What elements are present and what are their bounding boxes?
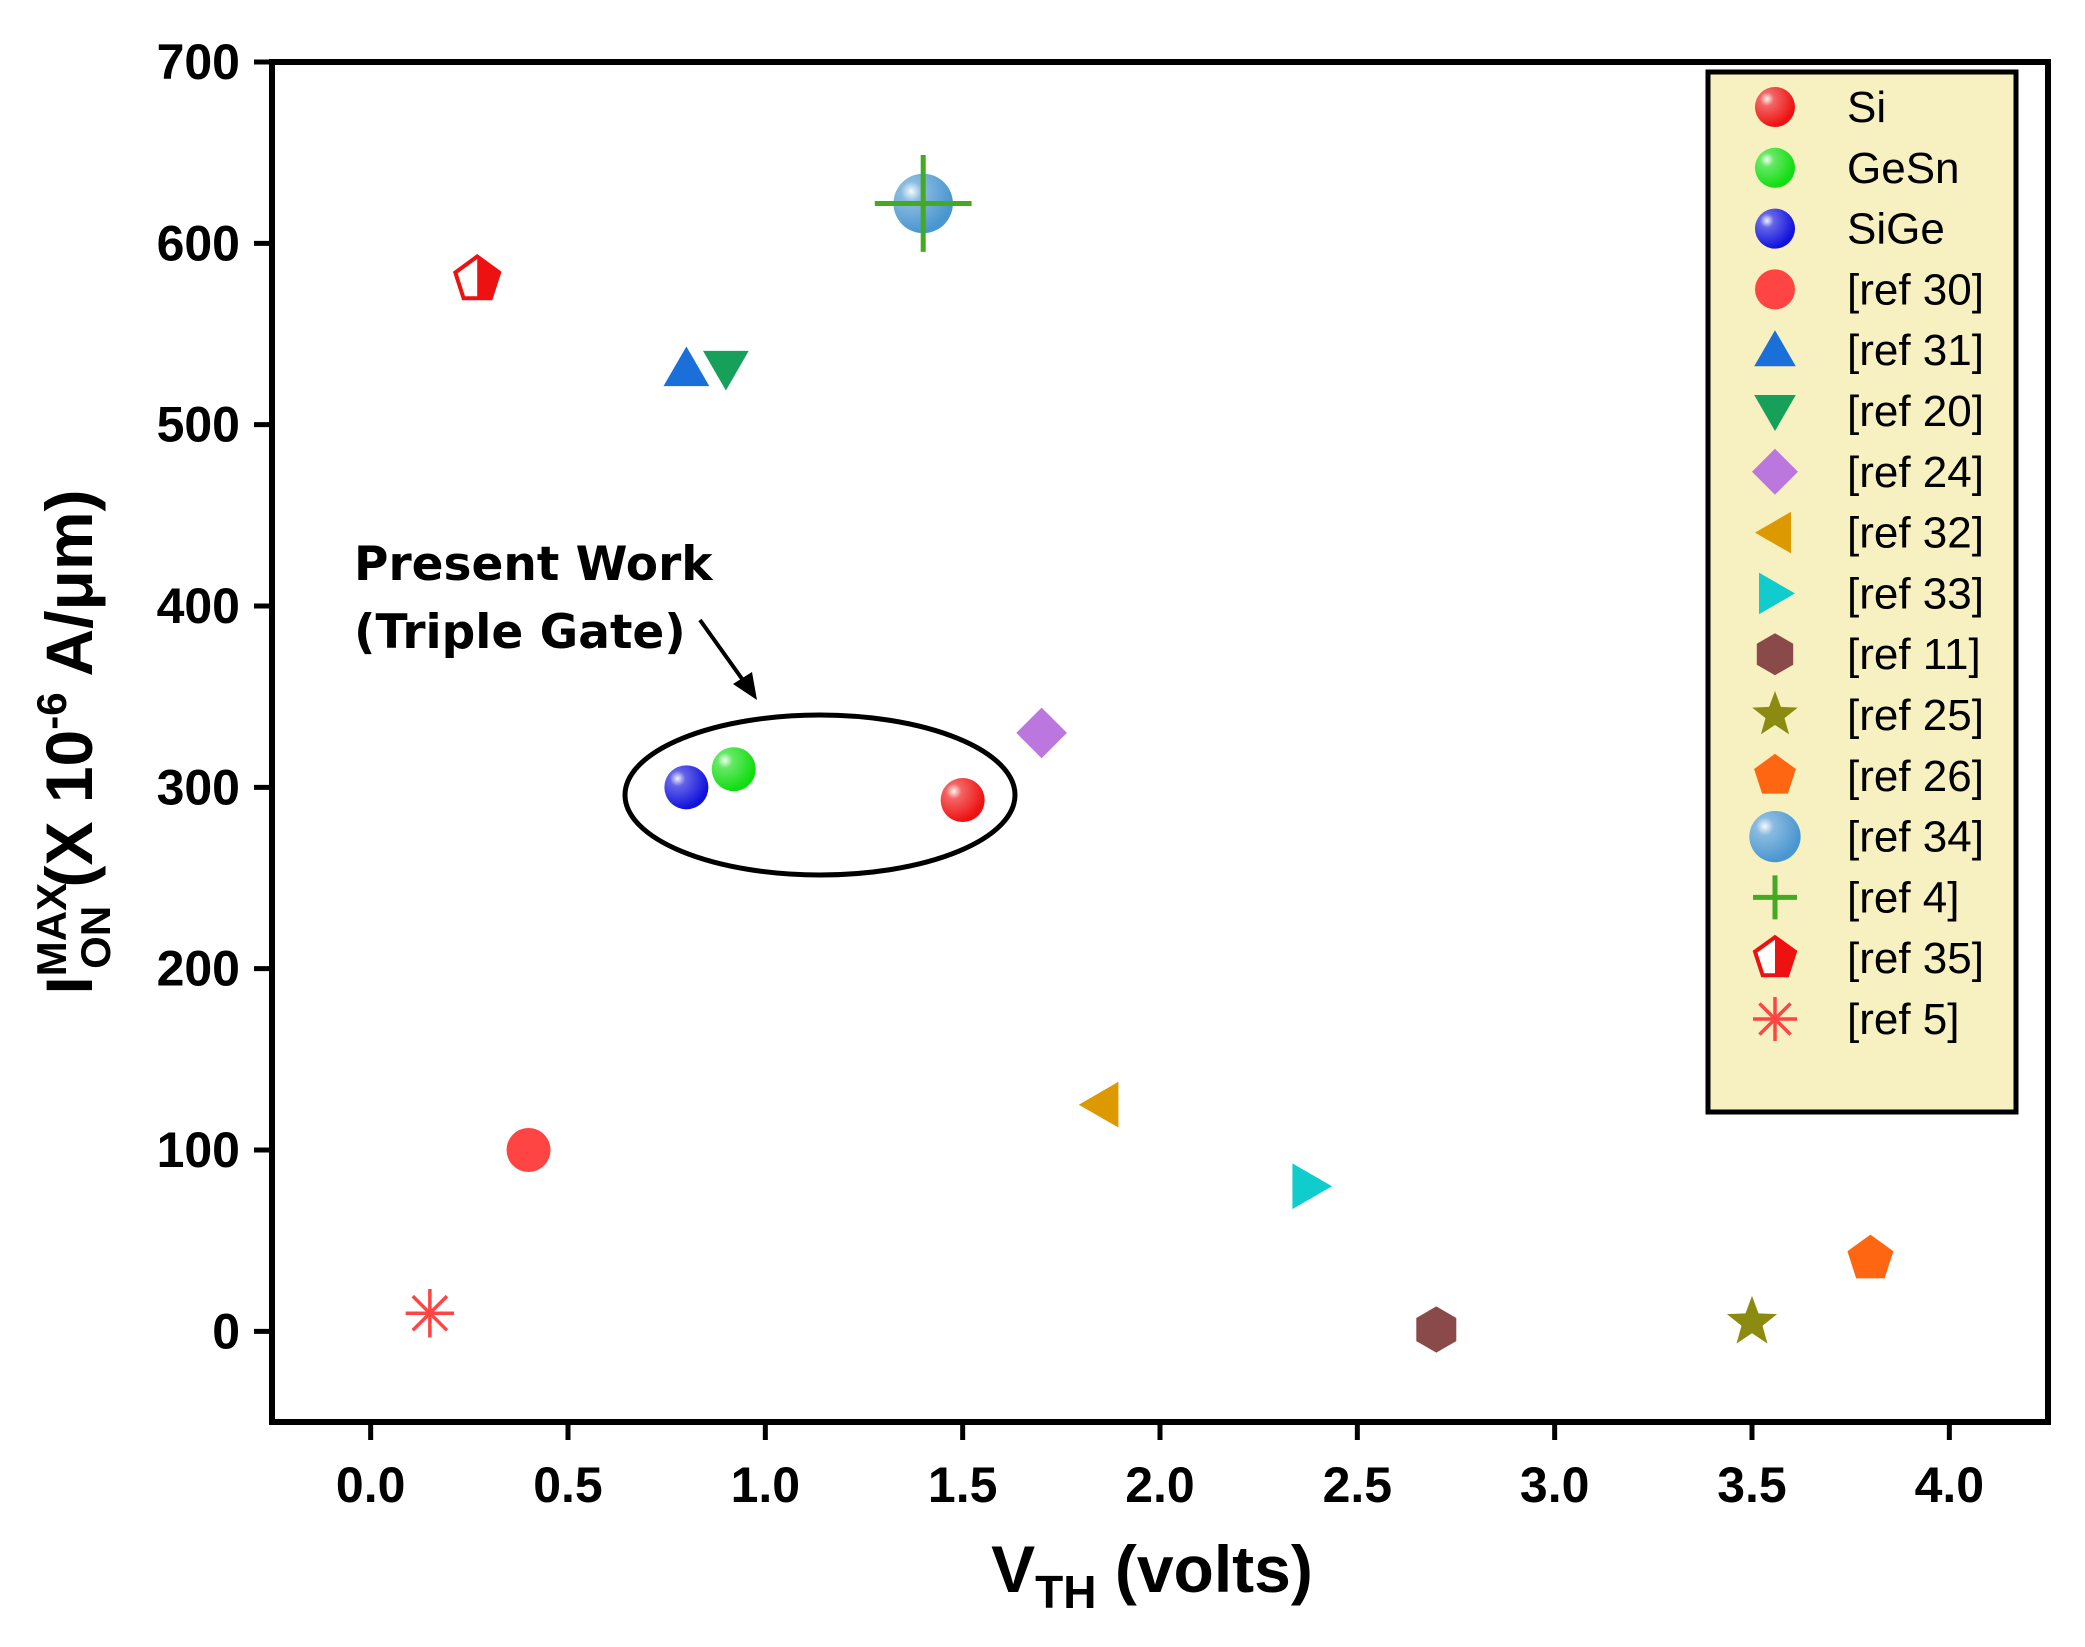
- x-tick-label: 3.0: [1520, 1457, 1590, 1513]
- legend-label: [ref 5]: [1847, 995, 1960, 1044]
- legend-marker: [1755, 511, 1791, 554]
- annotation-arrow: [698, 618, 747, 685]
- y-tick-label: 100: [157, 1122, 240, 1178]
- y-axis-title: IMAXON (X 10-6 A/μm): [28, 489, 119, 994]
- legend-marker: [1755, 269, 1795, 310]
- data-point-ref-30: [506, 1128, 551, 1172]
- legend-label: [ref 34]: [1847, 813, 1984, 862]
- legend-marker: [1756, 633, 1794, 676]
- y-tick-label: 300: [157, 759, 240, 815]
- data-point-sige: [664, 765, 709, 810]
- data-point-gesn: [711, 747, 756, 792]
- annotation-line-1: Present Work: [354, 537, 714, 592]
- data-point-ref-20: [703, 350, 749, 391]
- legend-label: [ref 4]: [1847, 873, 1960, 922]
- y-tick-label: 0: [212, 1303, 240, 1359]
- y-tick-label: 200: [157, 941, 240, 997]
- legend-label: [ref 31]: [1847, 326, 1984, 375]
- legend-marker: [1753, 997, 1797, 1041]
- data-point-si: [940, 778, 985, 823]
- data-point-ref-33: [1292, 1163, 1332, 1210]
- legend-label: [ref 24]: [1847, 448, 1984, 497]
- x-tick-label: 0.0: [336, 1457, 406, 1513]
- data-point-ref-4: [874, 155, 972, 252]
- annotation-line-2: (Triple Gate): [354, 605, 686, 660]
- data-point-ref-5: [405, 1289, 455, 1338]
- legend-label: [ref 26]: [1847, 752, 1984, 801]
- legend: Si GeSn SiGe [ref 30] [ref 31] [ref 20] [ref 2…: [1749, 83, 1984, 1044]
- x-tick-label: 1.0: [731, 1457, 801, 1513]
- legend-label: [ref 25]: [1847, 691, 1984, 740]
- legend-label: [ref 11]: [1847, 630, 1981, 679]
- y-tick-label: 700: [157, 34, 240, 90]
- data-point-ref-26: [1847, 1234, 1894, 1279]
- data-point-ref-35: [452, 254, 502, 301]
- data-point-ref-31: [663, 346, 710, 387]
- data-point-ref-11: [1416, 1306, 1457, 1353]
- x-tick-label: 2.5: [1323, 1457, 1393, 1513]
- data-point-ref-24: [1016, 707, 1067, 759]
- legend-marker: [1759, 572, 1795, 615]
- y-tick-label: 500: [157, 397, 240, 453]
- legend-label: [ref 20]: [1847, 387, 1984, 436]
- data-point-ref-25: [1726, 1295, 1778, 1344]
- data-markers: [405, 155, 1894, 1353]
- legend-marker: [1752, 934, 1798, 978]
- x-tick-label: 0.5: [533, 1457, 603, 1513]
- data-point-ref-32: [1078, 1081, 1119, 1128]
- legend-label: SiGe: [1847, 205, 1945, 254]
- legend-marker: [1754, 330, 1796, 367]
- x-tick-label: 4.0: [1915, 1457, 1985, 1513]
- legend-marker: [1749, 810, 1801, 863]
- annotation-arrowhead: [733, 672, 757, 700]
- y-tick-label: 600: [157, 215, 240, 271]
- legend-label: GeSn: [1847, 144, 1960, 193]
- annotation-layer: Present Work (Triple Gate): [354, 537, 1018, 878]
- legend-label: Si: [1847, 83, 1886, 132]
- legend-label: [ref 32]: [1847, 509, 1984, 558]
- axis-ticks: 0.0 0.5 1.0 1.5 2.0 2.5 3.0 3.5 4.0 0 100 200 300 400…: [157, 34, 1985, 1513]
- legend-marker: [1755, 87, 1795, 127]
- legend-marker: [1754, 395, 1796, 431]
- x-tick-label: 2.0: [1125, 1457, 1195, 1513]
- legend-marker: [1752, 448, 1798, 495]
- legend-marker: [1753, 875, 1797, 920]
- legend-label: [ref 30]: [1847, 265, 1984, 314]
- legend-marker: [1755, 208, 1795, 249]
- y-tick-label: 400: [157, 578, 240, 634]
- legend-marker: [1754, 753, 1796, 794]
- x-axis-title: VTH (volts): [991, 1532, 1313, 1618]
- legend-marker: [1755, 147, 1795, 188]
- x-tick-label: 3.5: [1717, 1457, 1787, 1513]
- legend-label: [ref 35]: [1847, 934, 1984, 983]
- x-tick-label: 1.5: [928, 1457, 998, 1513]
- legend-label: [ref 33]: [1847, 569, 1984, 618]
- legend-marker: [1752, 691, 1798, 735]
- present-work-ellipse: [622, 712, 1018, 878]
